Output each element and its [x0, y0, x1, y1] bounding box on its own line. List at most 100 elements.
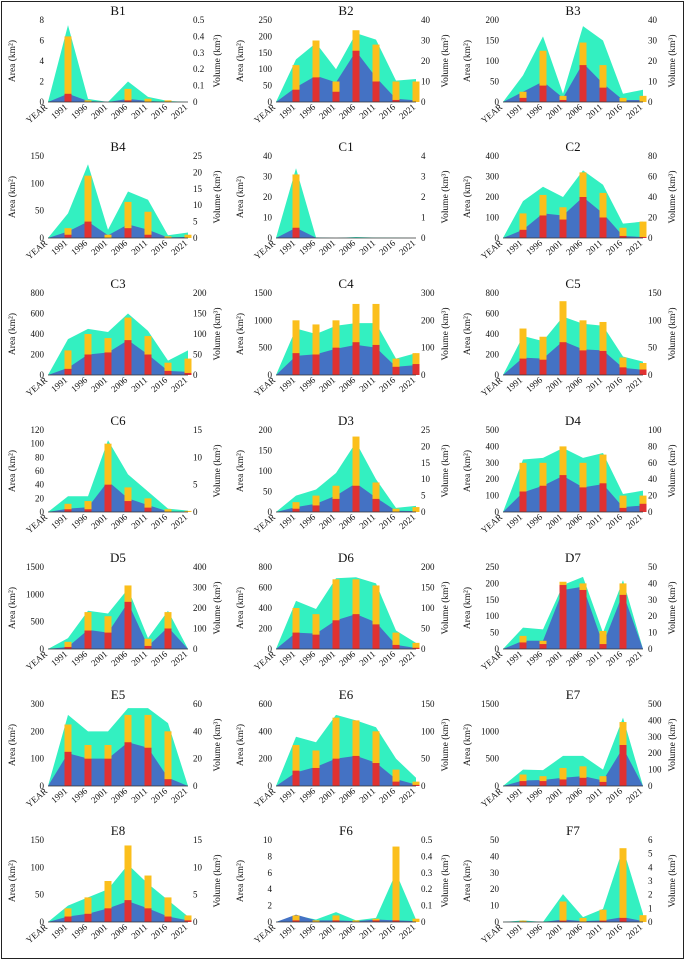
y-axis-title: Area (km²) — [462, 313, 473, 355]
volume-bar — [599, 65, 607, 102]
y-tick-label: 100 — [486, 611, 500, 621]
x-tick-label: 2011 — [584, 238, 604, 257]
y-tick-label: 60 — [35, 466, 45, 476]
x-tick-label: 2016 — [377, 512, 398, 532]
y2-tick-label: 200 — [648, 748, 662, 758]
x-tick-label: 1991 — [504, 649, 524, 668]
x-tick-label: YEAR — [479, 922, 504, 945]
y-tick-label: 400 — [259, 603, 273, 613]
volume-bar — [164, 509, 172, 512]
y-tick-label: 300 — [486, 458, 500, 468]
y2-tick-label: 100 — [648, 315, 662, 325]
y-tick-label: 300 — [31, 699, 45, 709]
y-axis-title: Area (km²) — [7, 40, 18, 82]
volume-bar — [619, 97, 627, 102]
volume-bar-inner — [144, 645, 152, 649]
x-tick-label: YEAR — [24, 375, 49, 398]
x-tick-label: 1996 — [69, 649, 90, 669]
y2-tick-label: 60 — [193, 699, 203, 709]
y-tick-label: 120 — [31, 425, 45, 435]
y-axis-title: Area (km²) — [235, 587, 246, 629]
volume-bar-inner — [412, 647, 420, 649]
volume-bar-inner — [144, 507, 152, 512]
volume-bar-inner — [352, 614, 360, 649]
y2-tick-label: 20 — [193, 167, 203, 177]
y-axis-title: Area (km²) — [235, 176, 246, 218]
y2-tick-label: 10 — [193, 452, 203, 462]
y-tick-label: 40 — [35, 480, 45, 490]
volume-bar — [312, 920, 320, 922]
volume-bar-inner — [292, 89, 300, 102]
y-tick-label: 1500 — [26, 562, 45, 572]
x-tick-label: YEAR — [479, 102, 504, 125]
y-tick-label: 400 — [31, 329, 45, 339]
volume-bar-inner — [372, 498, 380, 512]
x-tick-label: 2011 — [584, 786, 604, 805]
x-tick-label: YEAR — [252, 649, 277, 672]
volume-bar — [392, 769, 400, 786]
y-tick-label: 10 — [263, 213, 273, 223]
y2-tick-label: 60 — [648, 172, 658, 182]
x-tick-label: 2021 — [624, 375, 644, 394]
volume-bar — [519, 920, 527, 922]
x-tick-label: 2006 — [109, 786, 130, 806]
volume-bar — [352, 436, 360, 512]
x-tick-label: 2006 — [337, 102, 358, 122]
y2-tick-label: 100 — [648, 765, 662, 775]
y2-tick-label: 0 — [421, 781, 426, 791]
volume-bar-inner — [164, 916, 172, 922]
y2-tick-label: 15 — [193, 425, 203, 435]
volume-bar — [64, 228, 72, 238]
volume-bar-inner — [164, 370, 172, 375]
volume-bar — [144, 211, 152, 238]
chart-title: C2 — [565, 139, 580, 154]
y2-tick-label: 400 — [648, 715, 662, 725]
x-tick-label: 1996 — [297, 102, 318, 122]
volume-bar — [64, 503, 72, 512]
y2-tick-label: 10 — [648, 77, 658, 87]
volume-bar-inner — [559, 920, 567, 922]
volume-bar-inner — [539, 781, 547, 786]
chart-panel-D3: D3 0 50 100 150 200 0 5 10 15 20 25 YEAR 1991 1996 2001… — [235, 413, 451, 535]
y2-tick-label: 0 — [648, 507, 653, 517]
volume-bar — [164, 236, 172, 238]
volume-bar-inner — [392, 99, 400, 102]
x-tick-label: 1996 — [69, 922, 90, 942]
series-total-area — [503, 848, 643, 922]
y2-tick-label: 3 — [648, 876, 653, 886]
x-tick-label: 2006 — [337, 649, 358, 669]
y2-tick-label: 5 — [193, 217, 198, 227]
volume-bar — [64, 350, 72, 375]
volume-bar — [519, 328, 527, 375]
volume-bar — [64, 641, 72, 649]
x-tick-label: 2006 — [337, 512, 358, 532]
volume-bar — [312, 40, 320, 102]
chart-panel-E7: E7 0 500 1000 1500 0 100 200 300 400 500 YEAR 1991 19… — [462, 687, 678, 809]
volume-bar-inner — [519, 491, 527, 512]
x-tick-label: 1991 — [277, 238, 297, 257]
y2-tick-label: 40 — [648, 192, 658, 202]
y2-axis-title: Volume (km³) — [440, 34, 451, 87]
x-tick-label: 1991 — [504, 512, 524, 531]
y-tick-label: 4 — [268, 884, 273, 894]
volume-bar-inner — [352, 50, 360, 102]
volume-bar-inner — [312, 77, 320, 102]
y-tick-label: 150 — [31, 835, 45, 845]
volume-bar — [124, 201, 132, 238]
y-axis-title: Area (km²) — [7, 450, 18, 492]
y2-tick-label: 20 — [421, 441, 431, 451]
volume-bar-inner — [104, 632, 112, 649]
x-tick-label: YEAR — [252, 102, 277, 125]
x-tick-label: 2011 — [129, 238, 149, 257]
y2-tick-label: 2 — [648, 890, 653, 900]
x-tick-label: 2016 — [604, 238, 625, 258]
volume-bar — [312, 495, 320, 512]
y2-tick-label: 20 — [648, 56, 658, 66]
x-tick-label: 2021 — [169, 786, 189, 805]
x-tick-label: 2021 — [397, 786, 417, 805]
x-tick-label: 2001 — [317, 786, 337, 805]
x-tick-label: 2001 — [89, 649, 109, 668]
chart-title: D4 — [565, 413, 581, 428]
volume-bar-inner — [312, 354, 320, 375]
